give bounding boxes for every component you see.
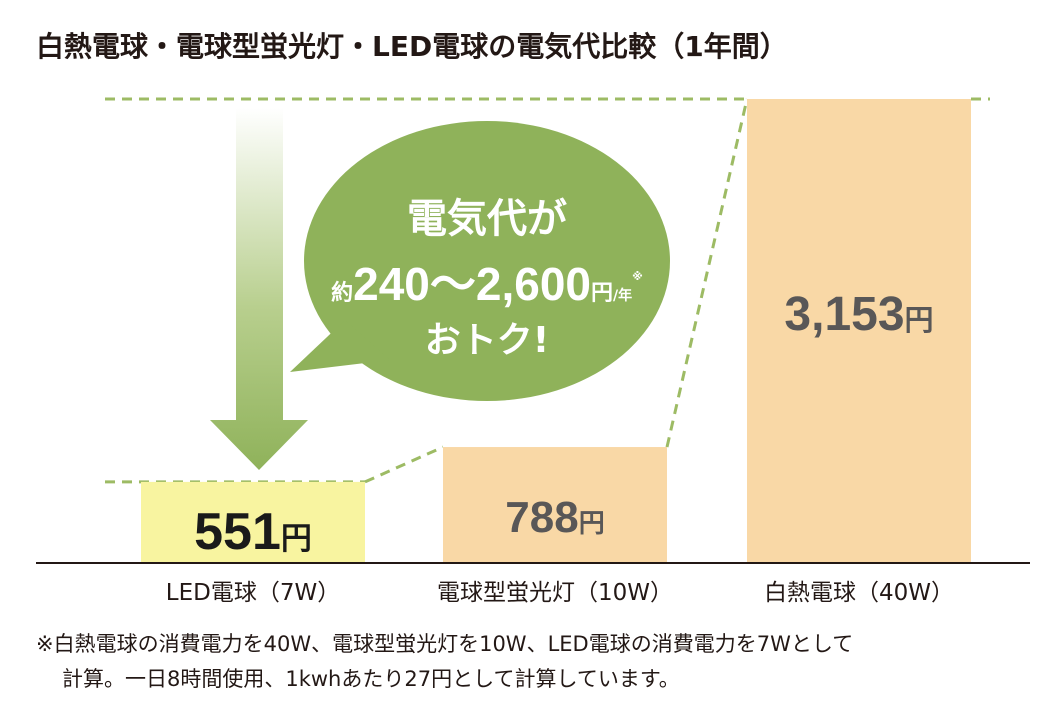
callout-amount: 240〜2,600 <box>353 258 591 310</box>
value-unit-fluorescent: 円 <box>579 509 605 539</box>
value-label-fluorescent: 788円 <box>505 493 604 542</box>
value-unit-incandescent: 円 <box>905 303 934 337</box>
callout-per: /年 <box>613 287 632 304</box>
category-label-led: LED電球（7W） <box>166 580 340 606</box>
footnote-line2: 計算。一日8時間使用、1kwhあたり27円として計算しています。 <box>62 667 680 691</box>
callout-line1: 電気代が <box>407 196 567 242</box>
category-label-fluorescent: 電球型蛍光灯（10W） <box>437 580 673 606</box>
dash-fluorescent-to-incandescent <box>665 98 749 448</box>
dash-led-to-fluorescent <box>364 445 444 484</box>
category-label-incandescent: 白熱電球（40W） <box>764 580 954 606</box>
bar-fluorescent <box>443 447 667 563</box>
savings-arrow <box>210 108 308 470</box>
callout-mark: ※ <box>632 270 643 283</box>
bar-incandescent <box>747 99 971 563</box>
chart-title: 白熱電球・電球型蛍光灯・LED電球の電気代比較（1年間） <box>36 30 788 63</box>
category-labels: LED電球（7W） 電球型蛍光灯（10W） 白熱電球（40W） <box>166 580 954 606</box>
value-label-incandescent: 3,153円 <box>784 288 933 341</box>
value-unit-led: 円 <box>281 521 312 557</box>
callout-tail <box>290 320 390 372</box>
value-number-fluorescent: 788 <box>505 493 578 542</box>
value-label-led: 551円 <box>194 503 312 561</box>
callout-prefix: 約 <box>331 280 353 306</box>
bar-led <box>141 481 365 563</box>
callout-unit: 円 <box>591 281 613 306</box>
savings-callout: 電気代が 約240〜2,600円/年※ おトク! <box>290 121 670 401</box>
callout-line3: おトク! <box>425 320 549 361</box>
footnote-line1: ※白熱電球の消費電力を40W、電球型蛍光灯を10W、LED電球の消費電力を7Wと… <box>36 632 854 656</box>
callout-line2: 約240〜2,600円/年※ <box>331 258 643 310</box>
value-number-led: 551 <box>194 503 281 561</box>
value-number-incandescent: 3,153 <box>784 288 904 341</box>
callout-bubble <box>304 121 670 401</box>
